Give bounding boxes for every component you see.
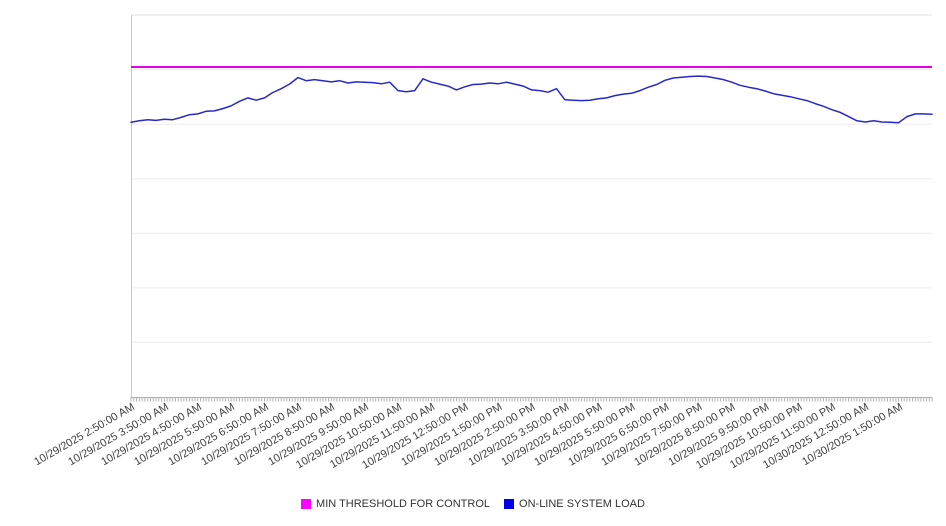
- legend-label-system-load: ON-LINE SYSTEM LOAD: [519, 498, 645, 510]
- legend-label-min-threshold: MIN THRESHOLD FOR CONTROL: [316, 498, 491, 510]
- legend-swatch-system-load-icon: [504, 499, 515, 509]
- legend-item-min-threshold: MIN THRESHOLD FOR CONTROL: [301, 498, 490, 510]
- legend: MIN THRESHOLD FOR CONTROL ON-LINE SYSTEM…: [0, 498, 946, 510]
- system-load-line: [130, 75, 933, 124]
- legend-item-system-load: ON-LINE SYSTEM LOAD: [504, 498, 645, 510]
- legend-swatch-min-threshold-icon: [301, 499, 312, 509]
- plot-area: [130, 14, 933, 402]
